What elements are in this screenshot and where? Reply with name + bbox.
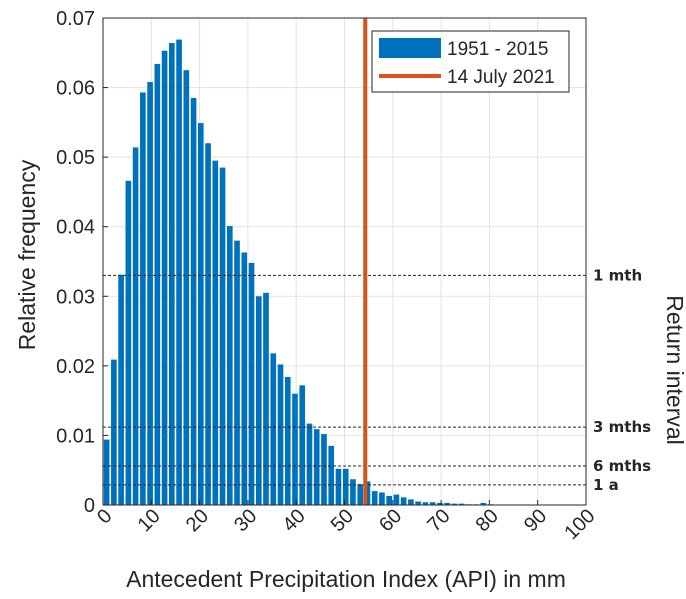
histogram-bar [429, 502, 436, 505]
y-tick-label: 0.02 [56, 356, 95, 378]
histogram-bar [234, 240, 240, 505]
histogram-bar [190, 98, 197, 505]
y-tick-label: 0.06 [56, 78, 95, 100]
histogram-bar [415, 501, 421, 505]
return-interval-label: 1 mth [593, 266, 642, 284]
y-tick-label: 0.07 [56, 8, 95, 30]
histogram-bar [277, 364, 284, 505]
histogram-bar [437, 502, 443, 505]
histogram-bar [379, 492, 385, 505]
bar-series [103, 39, 494, 506]
right-axis-label: Return interval [662, 295, 686, 445]
histogram-bar [169, 43, 175, 505]
x-tick-label: 10 [134, 505, 165, 536]
histogram-bar [342, 468, 349, 505]
x-tick-label: 90 [520, 505, 551, 536]
histogram-bar [364, 481, 371, 505]
histogram-bar [212, 160, 219, 505]
x-tick-label: 80 [472, 505, 503, 536]
histogram-bar [255, 296, 262, 505]
histogram-bar [270, 353, 277, 505]
histogram-bar [444, 502, 450, 505]
legend-label-histogram: 1951 - 2015 [447, 39, 548, 60]
histogram-bar [241, 252, 248, 505]
histogram-bar [263, 292, 269, 505]
legend: 1951 - 2015 14 July 2021 [371, 30, 570, 93]
x-tick-label: 50 [327, 505, 358, 536]
x-tick-label: 60 [375, 505, 406, 536]
x-tick-label: 40 [278, 505, 309, 536]
histogram-bar [147, 82, 153, 506]
histogram-bar [408, 499, 414, 505]
histogram-bar [219, 167, 226, 506]
histogram-bar [393, 494, 400, 505]
histogram-bar [111, 359, 117, 505]
histogram-bar [125, 180, 132, 505]
legend-swatch-histogram [379, 38, 441, 58]
return-interval-lines [103, 274, 586, 486]
x-tick-label: 100 [560, 505, 599, 544]
histogram-bar [458, 503, 465, 505]
x-tick-label: 30 [230, 505, 261, 536]
histogram-bar [386, 495, 393, 505]
y-axis-label: Relative frequency [14, 159, 40, 350]
histogram-bar [226, 226, 233, 506]
histogram-bar [103, 439, 110, 505]
histogram-bar [248, 262, 255, 505]
y-tick-label: 0.03 [56, 286, 95, 308]
histogram-bar [176, 39, 182, 506]
histogram-bar [183, 70, 190, 505]
histogram-bar [292, 393, 298, 505]
y-tick-label: 0.04 [56, 217, 95, 239]
x-tick-label: 70 [423, 505, 454, 536]
x-tick-label: 20 [182, 505, 213, 536]
histogram-bar [480, 502, 487, 505]
x-axis-label: Antecedent Precipitation Index (API) in … [126, 566, 566, 592]
histogram-bar [197, 123, 204, 505]
histogram-bar [140, 92, 146, 505]
x-tick-labels: 0 10 20 30 40 50 60 70 80 90 100 [93, 500, 600, 544]
histogram-bar [205, 143, 211, 505]
histogram-bar [400, 497, 407, 505]
histogram-bar [357, 484, 364, 505]
return-interval-label: 1 a [593, 476, 619, 494]
histogram-bar [335, 468, 342, 505]
x-tick-label: 0 [93, 505, 116, 528]
return-interval-label: 6 mths [593, 457, 651, 475]
histogram-bar [132, 147, 139, 505]
legend-label-event: 14 July 2021 [447, 67, 555, 88]
histogram-bar [154, 63, 161, 505]
histogram-bar [306, 423, 313, 505]
histogram-bar [321, 434, 327, 505]
histogram-bar [371, 491, 378, 505]
histogram-bar [299, 385, 306, 505]
return-interval-label: 3 mths [593, 418, 651, 436]
histogram-bar [328, 445, 335, 505]
y-tick-labels: 0 0.01 0.02 0.03 0.04 0.05 0.06 0.07 [56, 8, 108, 517]
y-tick-label: 0.01 [56, 425, 95, 447]
histogram-bar [313, 429, 320, 505]
histogram-bar [350, 479, 356, 505]
histogram-bar [118, 274, 124, 505]
y-tick-label: 0 [84, 495, 95, 517]
histogram-bar [284, 376, 291, 505]
histogram-bar [422, 502, 429, 505]
y-tick-label: 0.05 [56, 147, 95, 169]
histogram-bar [451, 503, 458, 505]
histogram-bar [161, 50, 168, 505]
